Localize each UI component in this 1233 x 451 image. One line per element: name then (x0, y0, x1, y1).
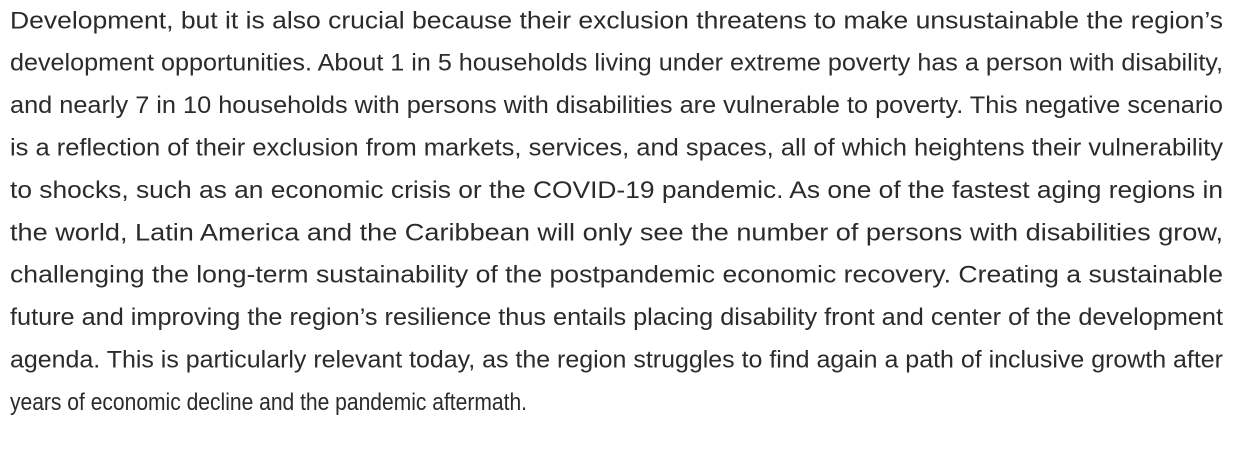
paragraph-line: the world, Latin America and the Caribbe… (10, 219, 1223, 246)
paragraph-line: agenda. This is particularly relevant to… (10, 347, 1223, 374)
paragraph-line: challenging the long-term sustainability… (10, 262, 1223, 289)
paragraph-line: to shocks, such as an economic crisis or… (10, 177, 1223, 204)
paragraph-line: is a reflection of their exclusion from … (10, 135, 1223, 162)
paragraph-line: and nearly 7 in 10 households with perso… (10, 92, 1223, 119)
paragraph-line: future and improving the region’s resili… (10, 304, 1223, 331)
paragraph-line: years of economic decline and the pandem… (10, 389, 527, 416)
paragraph-line: Development, but it is also crucial beca… (10, 7, 1223, 34)
paragraph-line: development opportunities. About 1 in 5 … (10, 50, 1223, 77)
